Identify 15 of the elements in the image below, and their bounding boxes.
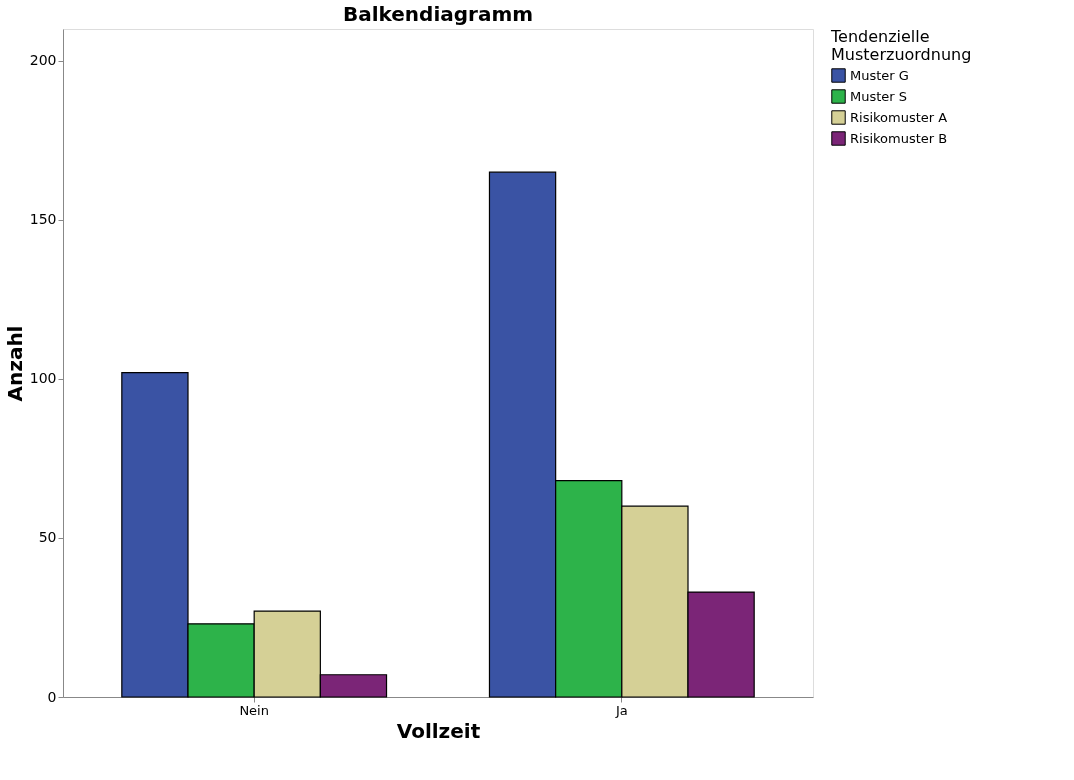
chart-title: Balkendiagramm (342, 2, 534, 26)
legend-title: Tendenzielle Musterzuordnung (830, 27, 972, 64)
legend-label: Risikomuster A (850, 109, 948, 125)
x-axis-title: Vollzeit (396, 718, 481, 743)
y-tick-label: 0 (47, 688, 57, 705)
y-tick-label: 200 (29, 52, 57, 69)
x-tick-label: Ja (614, 702, 628, 718)
y-tick-label: 50 (38, 529, 57, 546)
y-tick-label: 100 (29, 370, 57, 387)
legend-label: Muster S (850, 88, 908, 104)
x-tick-label: Nein (239, 702, 269, 718)
legend-label: Muster G (850, 67, 909, 83)
y-tick-label: 150 (29, 211, 57, 228)
y-axis-title: Anzahl (2, 325, 27, 402)
legend-label: Risikomuster B (850, 130, 948, 146)
